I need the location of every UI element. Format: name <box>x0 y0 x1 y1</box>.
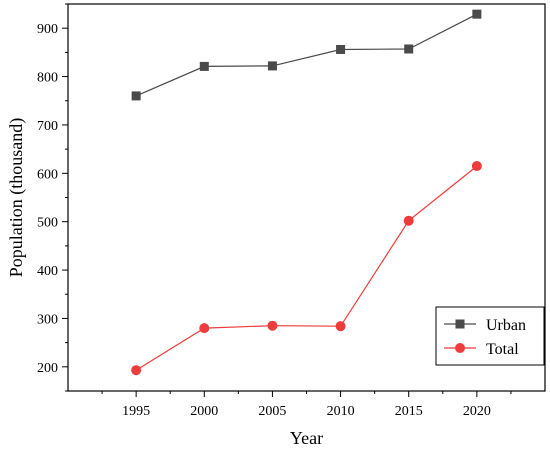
data-point-urban <box>267 61 277 71</box>
legend-label: Total <box>486 341 519 358</box>
data-point-urban <box>131 91 141 101</box>
data-point-total <box>131 365 142 376</box>
y-tick-label: 700 <box>37 119 58 134</box>
data-point-total <box>403 215 414 226</box>
legend: Urban Total <box>435 306 545 366</box>
data-point-total <box>199 323 210 334</box>
series-layer <box>131 9 482 376</box>
legend-marker <box>455 319 465 329</box>
y-tick-label: 300 <box>37 312 58 327</box>
y-tick-label: 200 <box>37 361 58 376</box>
x-tick-label: 2005 <box>258 404 286 419</box>
y-tick-label: 600 <box>37 167 58 182</box>
legend-box <box>435 306 545 366</box>
x-axis-title: Year <box>290 428 323 448</box>
y-tick-label: 500 <box>37 216 58 231</box>
data-point-total <box>267 320 278 331</box>
data-point-total <box>335 321 346 332</box>
x-tick-label: 2015 <box>395 404 423 419</box>
x-tick-label: 2020 <box>463 404 491 419</box>
y-tick-label: 900 <box>37 22 58 37</box>
data-point-urban <box>199 61 209 71</box>
series-line-urban <box>135 13 478 97</box>
data-point-urban <box>472 9 482 19</box>
data-point-urban <box>404 44 414 54</box>
legend-marker <box>455 343 465 353</box>
y-tick-label: 800 <box>37 71 58 86</box>
legend-label: Urban <box>486 317 526 334</box>
data-point-total <box>471 161 482 172</box>
axes: 1995 2000 2005 2010 2015 2020 200 300 400 500 600 7… <box>37 3 546 419</box>
data-point-urban <box>336 44 346 54</box>
y-tick-label: 400 <box>37 264 58 279</box>
x-tick-label: 2010 <box>327 404 355 419</box>
series-line-total <box>135 165 478 371</box>
y-axis-title: Population (thousand) <box>6 118 27 278</box>
x-tick-label: 1995 <box>122 404 150 419</box>
x-tick-label: 2000 <box>190 404 218 419</box>
